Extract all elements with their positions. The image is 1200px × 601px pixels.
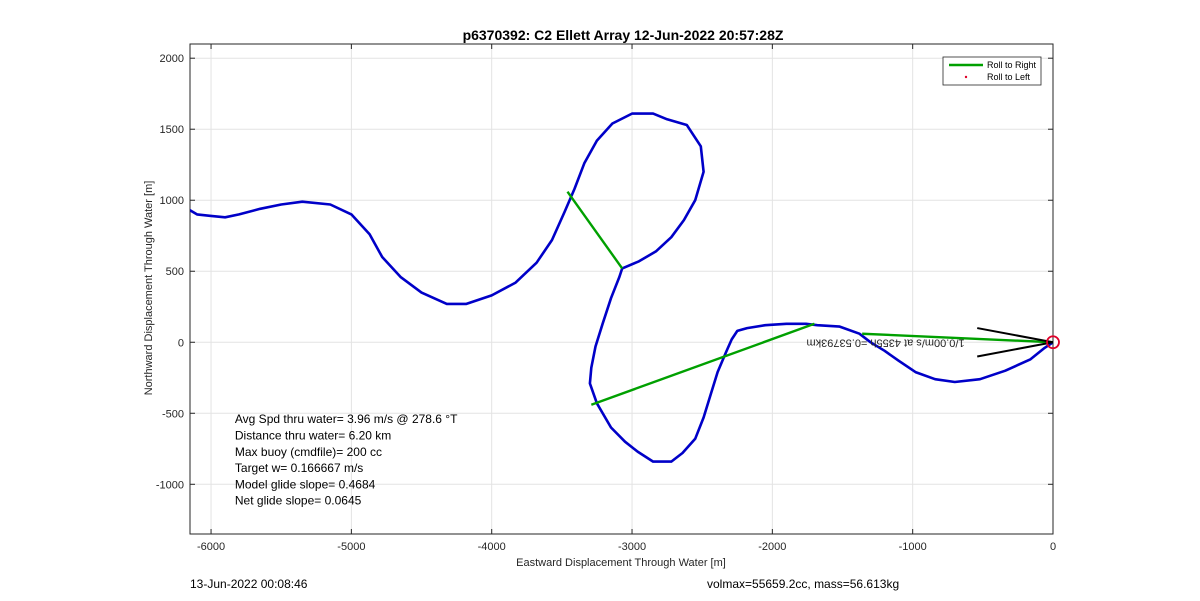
legend-label: Roll to Right [987, 60, 1037, 70]
y-tick-label: -500 [162, 408, 184, 420]
x-tick-label: -4000 [478, 541, 506, 553]
data-layer: 1/0.00m/s at 4355h =0.53793km [190, 112, 1053, 463]
legend-label: Roll to Left [987, 72, 1031, 82]
footer-volmax-mass: volmax=55659.2cc, mass=56.613kg [707, 577, 900, 591]
current-arrow-head [977, 341, 1053, 358]
y-tick-label: 500 [166, 266, 184, 278]
plot-area [190, 44, 1053, 534]
series-roll-right-line [590, 322, 815, 406]
legend-swatch-roll-left [964, 75, 968, 79]
series-roll-right-line [862, 332, 1053, 344]
x-tick-label: -2000 [758, 541, 786, 553]
x-tick-label: 0 [1050, 541, 1056, 553]
annotation-line: Model glide slope= 0.4684 [235, 477, 376, 491]
annotation-line: Max buoy (cmdfile)= 200 cc [235, 445, 382, 459]
y-tick-label: -1000 [156, 479, 184, 491]
annotation-line: Avg Spd thru water= 3.96 m/s @ 278.6 °T [235, 412, 458, 426]
annotation-line: Net glide slope= 0.0645 [235, 494, 362, 508]
plot-axes: -6000 -5000 -4000 -3000 -2000 -1000 0-1000-500… [156, 43, 1060, 553]
chart-title: p6370392: C2 Ellett Array 12-Jun-2022 20… [463, 27, 784, 43]
current-arrow-label: 1/0.00m/s at 4355h =0.53793km [807, 336, 965, 348]
current-arrow-head [977, 327, 1053, 344]
x-tick-label: -6000 [197, 541, 225, 553]
legend-box [942, 56, 1042, 86]
x-tick-label: -5000 [337, 541, 365, 553]
footer-timestamp: 13-Jun-2022 00:08:46 [190, 577, 308, 591]
series-roll-right-line [566, 191, 624, 270]
y-axis-label: Northward Displacement Through Water [m] [143, 181, 155, 396]
y-tick-label: 2000 [160, 53, 184, 65]
plot-frame [189, 43, 1054, 535]
x-axis-label: Eastward Displacement Through Water [m] [516, 557, 726, 569]
y-tick-label: 1000 [160, 195, 184, 207]
y-tick-label: 0 [178, 337, 184, 349]
annotation-line: Target w= 0.166667 m/s [235, 461, 363, 475]
end-position-marker [1046, 335, 1060, 350]
y-tick-label: 1500 [160, 124, 184, 136]
x-tick-label: -3000 [618, 541, 646, 553]
annotation-line: Distance thru water= 6.20 km [235, 429, 391, 443]
stats-annotations: Avg Spd thru water= 3.96 m/s @ 278.6 °T D… [235, 412, 458, 508]
legend: Roll to Right Roll to Left [942, 56, 1042, 86]
series-track-line [190, 112, 1053, 463]
x-tick-label: -1000 [899, 541, 927, 553]
